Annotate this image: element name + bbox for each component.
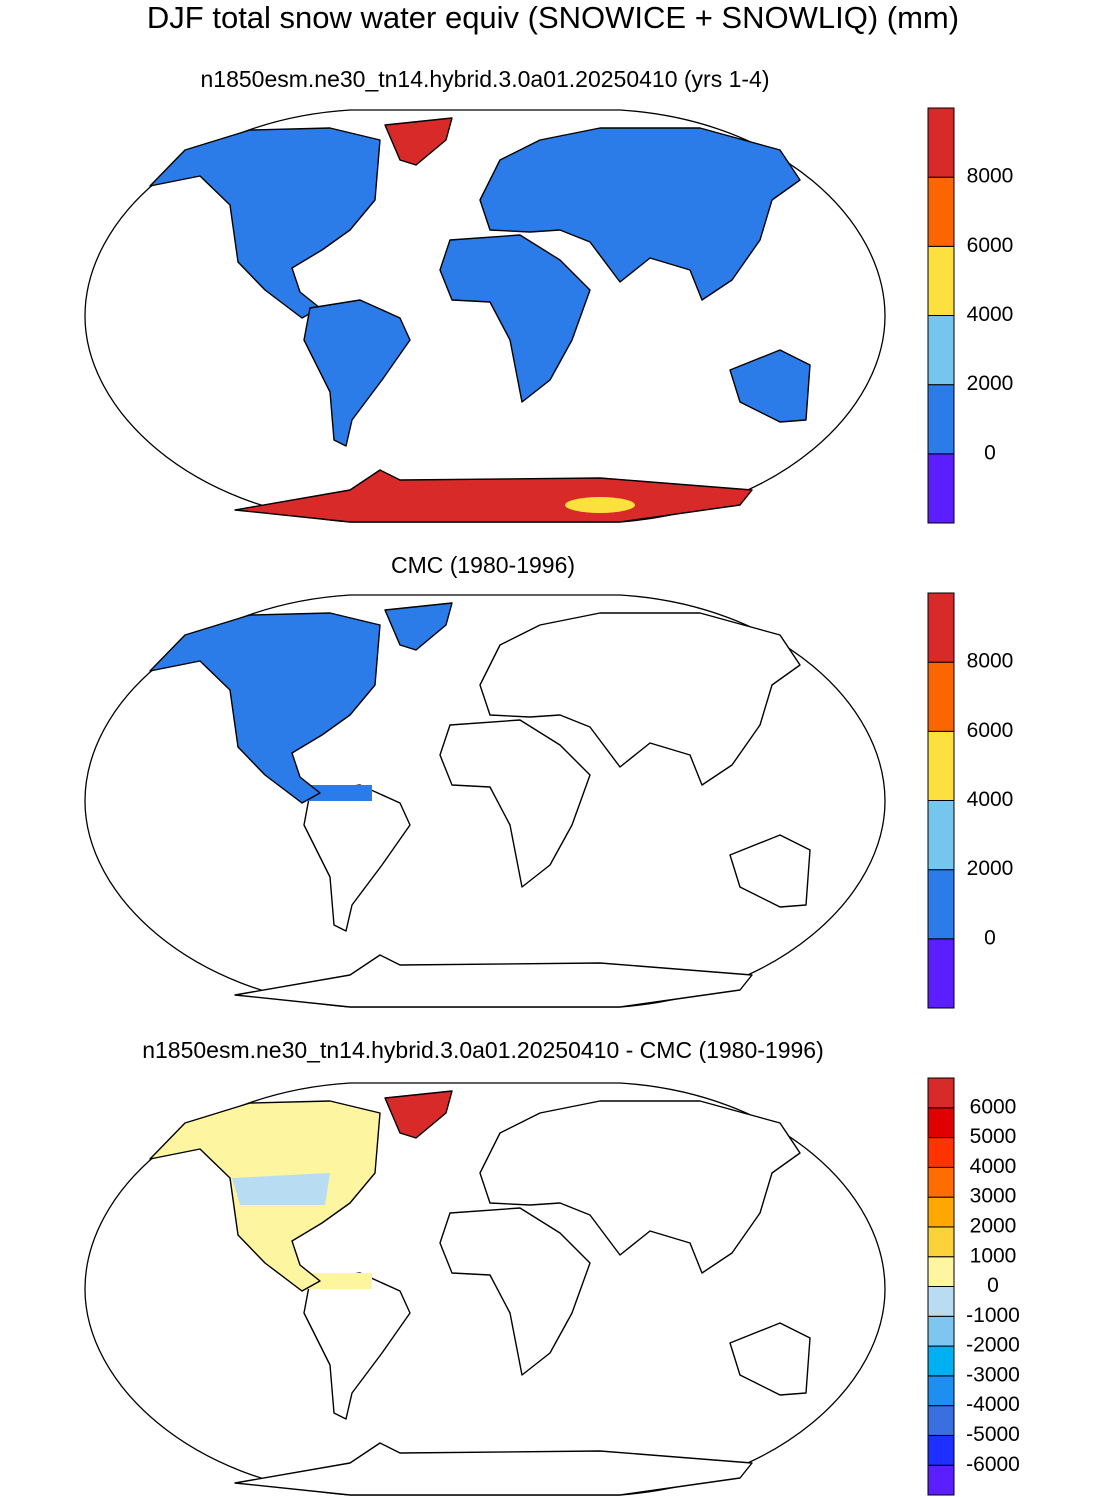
- panel-title: CMC (1980-1996): [391, 552, 575, 578]
- colorbar-label: 8000: [967, 165, 1014, 188]
- panel-title: n1850esm.ne30_tn14.hybrid.3.0a01.2025041…: [142, 1037, 824, 1063]
- colorbar-label: 8000: [967, 650, 1014, 673]
- colorbar-box: [927, 1166, 955, 1198]
- colorbar-label: 3000: [970, 1185, 1017, 1208]
- colorbar-box: [927, 245, 955, 316]
- colorbar-box: [927, 1137, 955, 1168]
- colorbar-box: [927, 1434, 955, 1466]
- colorbar-box: [927, 800, 955, 871]
- colorbar-label: -3000: [966, 1363, 1020, 1386]
- colorbar-box: [927, 107, 955, 178]
- colorbar-box: [927, 1375, 955, 1407]
- colorbar-label: 0: [984, 441, 996, 464]
- map-panel: [84, 109, 886, 523]
- colorbar-label: 1000: [970, 1244, 1017, 1267]
- colorbar-label: -4000: [966, 1393, 1020, 1416]
- colorbar-label: 5000: [970, 1125, 1017, 1148]
- colorbar-box: [927, 1196, 955, 1228]
- colorbar-label: 2000: [967, 372, 1014, 395]
- colorbar-label: 4000: [970, 1155, 1017, 1178]
- map-panel: [84, 1082, 886, 1496]
- colorbar-label: 0: [984, 926, 996, 949]
- colorbar-label: 4000: [967, 303, 1014, 326]
- colorbar-box: [927, 1107, 955, 1139]
- colorbar-box: [927, 869, 955, 940]
- colorbar-label: -1000: [966, 1304, 1020, 1327]
- colorbar-label: -6000: [966, 1453, 1020, 1476]
- colorbar-box: [927, 384, 955, 455]
- colorbar-box: [927, 1226, 955, 1258]
- colorbar-label: 6000: [967, 234, 1014, 257]
- colorbar-label: 6000: [970, 1095, 1017, 1118]
- colorbar-box: [927, 730, 955, 801]
- colorbar-box: [927, 1315, 955, 1347]
- colorbar-box: [927, 1286, 955, 1317]
- colorbar-box: [927, 938, 955, 1009]
- colorbar-box: [927, 1464, 955, 1496]
- colorbar-label: -5000: [966, 1423, 1020, 1446]
- colorbar-box: [927, 1077, 955, 1109]
- colorbar-box: [927, 315, 955, 386]
- figure-title: DJF total snow water equiv (SNOWICE + SN…: [147, 0, 959, 35]
- colorbar-box: [927, 1405, 955, 1436]
- colorbar-label: -2000: [966, 1334, 1020, 1357]
- colorbar-box: [927, 176, 955, 247]
- colorbar-label: 4000: [967, 788, 1014, 811]
- colorbar-box: [927, 453, 955, 524]
- colorbar-box: [927, 1345, 955, 1377]
- colorbar-label: 6000: [967, 719, 1014, 742]
- panel-title: n1850esm.ne30_tn14.hybrid.3.0a01.2025041…: [200, 66, 769, 92]
- colorbar-label: 2000: [967, 857, 1014, 880]
- colorbar-label: 0: [987, 1274, 999, 1297]
- colorbar-box: [927, 661, 955, 732]
- colorbar-label: 2000: [970, 1214, 1017, 1237]
- colorbar-box: [927, 1256, 955, 1287]
- map-panel: [84, 594, 886, 1008]
- colorbar-box: [927, 592, 955, 663]
